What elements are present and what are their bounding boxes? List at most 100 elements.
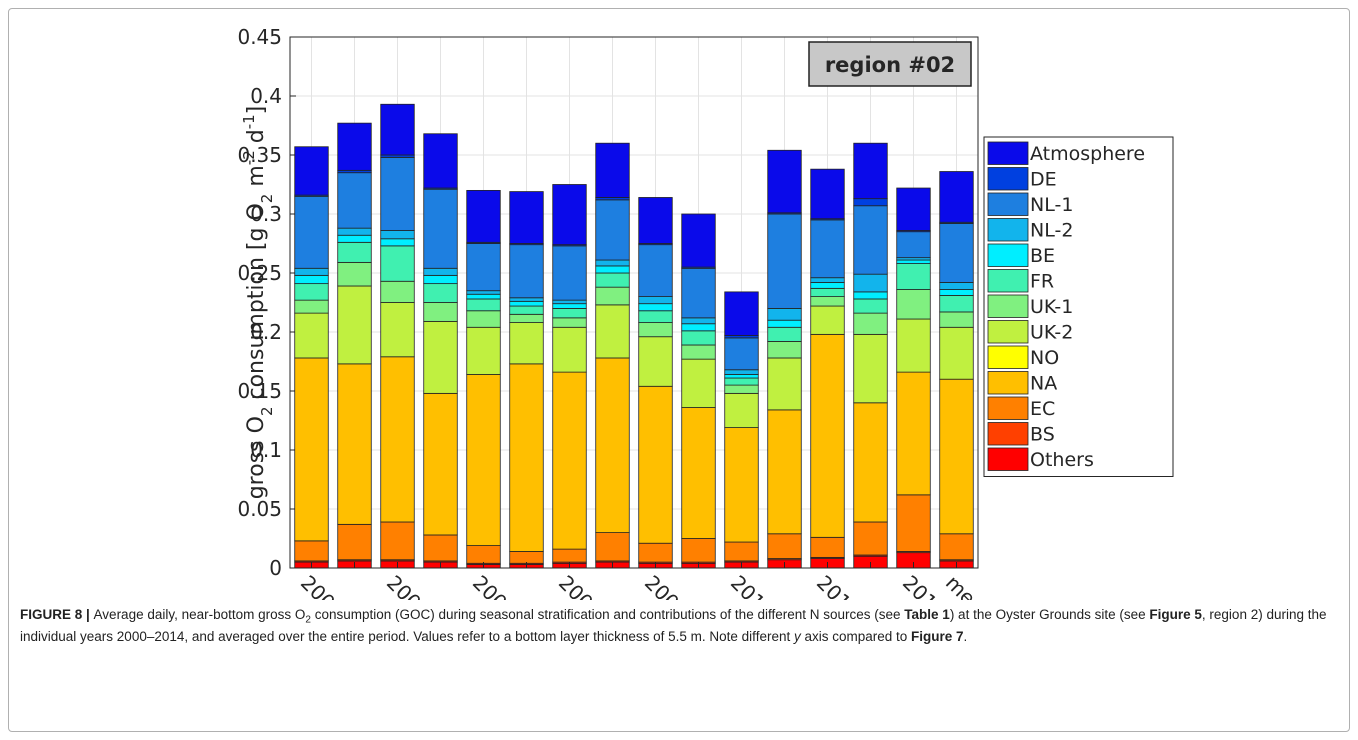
bar-segment [552,299,587,305]
x-tick-label: 2002 [382,571,435,600]
caption-run: Table 1 [904,607,950,622]
bar-segment [595,304,630,359]
bar-segment [638,310,673,323]
legend-label: BE [1030,245,1055,267]
bar-segment [638,197,673,244]
bar-segment [810,219,845,279]
bar-segment [724,392,759,428]
bar-segment [552,317,587,328]
bar-segment [724,384,759,394]
bar-segment [939,378,974,535]
bar-segment [810,296,845,307]
bar-segment [294,540,329,562]
legend-swatch [987,371,1029,395]
legend-label: Atmosphere [1030,143,1145,165]
bar-segment [466,293,501,300]
legend-label: DE [1030,169,1057,191]
caption-run: Figure 5 [1149,607,1202,622]
bar-segment [939,289,974,296]
y-tick-label: 0.15 [237,379,282,403]
bar-segment [552,548,587,563]
bar-segment [294,267,329,276]
bar-segment [380,156,415,231]
bar-segment [552,371,587,550]
bar-segment [724,374,759,379]
bar-segment [810,287,845,297]
bar-segment [896,371,931,496]
bar-segment [466,290,501,295]
bar-segment [681,538,716,563]
bar-segment [380,245,415,282]
x-tick-label: 2012 [812,571,865,600]
bar-segment [337,227,372,236]
bar-segment [380,356,415,523]
y-axis-title-part: -1 [240,114,258,129]
bar-segment [638,385,673,544]
bar-segment [681,330,716,346]
bar-segment [595,357,630,533]
bar-segment [337,363,372,525]
y-tick-label: 0 [269,556,282,580]
bar-segment [853,198,888,207]
bar-segment [423,133,458,189]
caption-run: axis compared to [800,629,912,644]
legend-label: NL-1 [1030,194,1073,216]
x-tick-label: mean [941,571,998,600]
bar-segment [552,184,587,246]
bar-segment [509,322,544,365]
bar-segment [595,286,630,306]
caption-run: Figure 7 [911,629,964,644]
y-tick-label: 0.05 [237,497,282,521]
bar-segment [724,337,759,371]
legend-label: UK-1 [1030,296,1073,318]
y-axis-title-part: 2 [258,194,276,204]
bar-segment [810,305,845,335]
bar-segment [896,263,931,290]
bar-segment [767,213,802,309]
bar-segment [896,289,931,320]
bar-segment [681,323,716,332]
caption-run: y [793,629,801,644]
bar-segment [337,523,372,561]
bar-segment [337,285,372,365]
figure-frame [8,8,1350,732]
legend-label: Others [1030,449,1094,471]
bar-segment [552,245,587,301]
bar-segment [939,533,974,561]
bar-segment [595,199,630,261]
caption-run: Average daily, near-bottom gross O [93,607,306,622]
bar-segment [638,542,673,563]
bar-segment [466,298,501,312]
legend-label: BS [1030,424,1055,446]
bar-segment [294,312,329,359]
bar-segment [853,142,888,200]
bar-segment [767,341,802,359]
bar-segment [466,545,501,564]
bar-segment [509,297,544,302]
bar-segment [767,319,802,328]
bar-segment [552,303,587,309]
bar-segment [767,326,802,342]
bar-segment [294,357,329,542]
bar-segment [638,336,673,387]
y-axis-title-part: gross O [244,416,269,499]
bar-segment [595,272,630,288]
bar-segment [595,265,630,274]
bar-segment [337,122,372,171]
bar-segment [853,402,888,523]
bar-segment [853,333,888,404]
chart: 0 0.05 0.1 0.15 0.2 0.25 0.3 0.35 0.4 0.45 2000 200… [237,25,1174,600]
bar-segment [423,302,458,322]
bar-segment [853,312,888,335]
legend-swatch [987,192,1029,216]
legend-label: FR [1030,271,1054,293]
bar-segment [552,326,587,373]
bar-segment [638,303,673,312]
bar-segment [423,534,458,562]
bar-segment [423,283,458,303]
bar-segment [294,146,329,196]
bar-segment [509,313,544,323]
bar-segment [724,369,759,375]
legend-swatch [987,396,1029,420]
y-tick-label: 0.3 [250,202,282,226]
